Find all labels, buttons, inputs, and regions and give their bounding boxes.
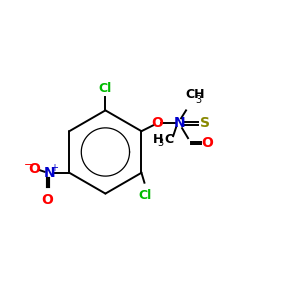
Text: +: + [50,163,59,173]
Text: N: N [44,166,56,180]
Text: N: N [173,116,185,130]
Text: S: S [200,116,210,130]
Text: H: H [153,133,163,146]
Text: O: O [152,116,163,130]
Text: 3: 3 [157,138,163,148]
Text: O: O [42,193,53,207]
Text: Cl: Cl [139,189,152,202]
Text: −: − [24,160,33,170]
Text: O: O [201,136,213,150]
Text: CH: CH [185,88,205,101]
Text: C: C [165,133,174,146]
Text: Cl: Cl [99,82,112,94]
Text: 3: 3 [195,95,201,105]
Text: O: O [28,162,40,176]
